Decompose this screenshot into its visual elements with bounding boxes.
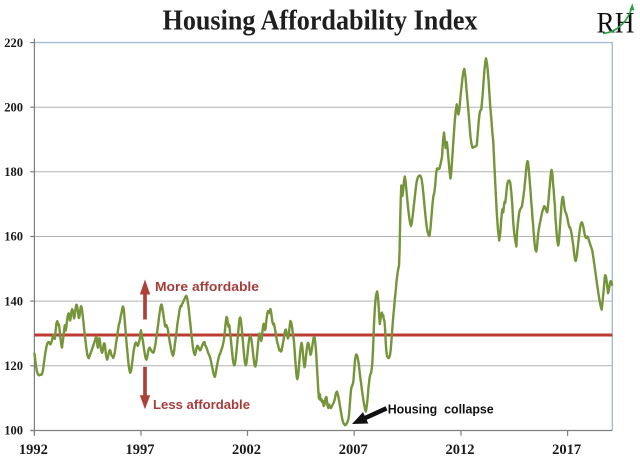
- svg-text:120: 120: [4, 359, 23, 373]
- svg-text:2002: 2002: [232, 442, 261, 458]
- svg-text:180: 180: [4, 165, 23, 179]
- svg-text:2012: 2012: [446, 442, 475, 458]
- svg-text:1992: 1992: [19, 442, 48, 458]
- svg-text:1997: 1997: [126, 442, 155, 458]
- svg-text:Housing collapse: Housing collapse: [388, 402, 494, 417]
- svg-text:Housing Affordability Index: Housing Affordability Index: [163, 5, 478, 37]
- svg-text:Less affordable: Less affordable: [153, 397, 250, 412]
- svg-text:100: 100: [4, 424, 23, 438]
- svg-text:220: 220: [4, 36, 23, 50]
- svg-text:160: 160: [4, 230, 23, 244]
- svg-text:RH: RH: [597, 7, 635, 40]
- svg-text:2017: 2017: [552, 442, 581, 458]
- svg-text:2007: 2007: [339, 442, 368, 458]
- svg-text:200: 200: [4, 100, 23, 114]
- svg-text:More affordable: More affordable: [155, 279, 259, 294]
- svg-text:140: 140: [4, 294, 23, 308]
